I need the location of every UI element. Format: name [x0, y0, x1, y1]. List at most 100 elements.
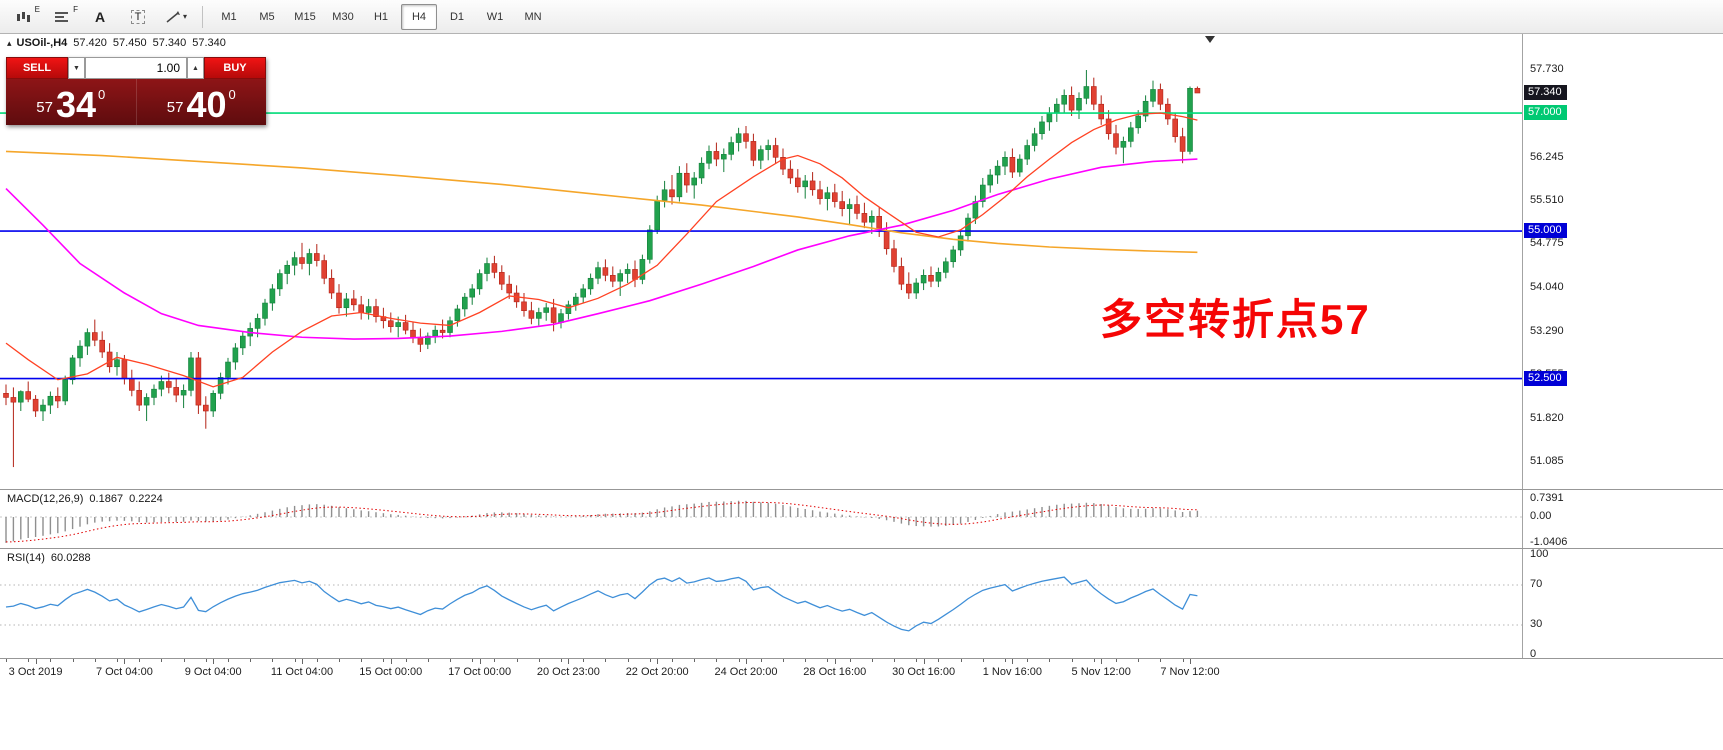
time-minor-tick: [361, 659, 363, 662]
time-label-3-Oct-2019: 3 Oct 2019: [8, 666, 63, 678]
ohlc-open: 57.420: [73, 37, 107, 49]
time-major-tick: [746, 659, 747, 664]
ohlc-close: 57.340: [192, 37, 226, 49]
collapse-arrow-icon[interactable]: ▴: [7, 38, 12, 48]
rsi-canvas[interactable]: [0, 549, 1522, 658]
time-minor-tick: [72, 659, 74, 662]
time-label-30-Oct-16:00: 30 Oct 16:00: [892, 666, 956, 678]
time-minor-tick: [627, 659, 629, 662]
rsi-panel-row: RSI(14) 60.0288 100 70 30 0: [0, 548, 1723, 660]
text-tool-label: A: [94, 8, 106, 25]
macd-tick-0.7391: 0.7391: [1530, 491, 1564, 504]
buy-button[interactable]: BUY: [204, 57, 266, 79]
time-minor-tick: [1116, 659, 1117, 662]
macd-tick-0.00: 0.00: [1530, 510, 1552, 522]
time-label-22-Oct-20:00: 22 Oct 20:00: [625, 666, 689, 678]
time-minor-tick: [738, 659, 740, 662]
timeframe-M15[interactable]: M15: [294, 10, 316, 23]
price-tag-57.340: 57.340: [1524, 85, 1567, 100]
macd-header: MACD(12,26,9) 0.1867 0.2224: [7, 493, 163, 505]
price-tag-52.500: 52.500: [1524, 370, 1567, 386]
macd-chart-area[interactable]: MACD(12,26,9) 0.1867 0.2224: [0, 490, 1523, 548]
badge-f: F: [73, 4, 78, 14]
time-minor-tick: [871, 659, 873, 662]
time-major-tick: [1101, 659, 1103, 664]
chart-annotation-text[interactable]: 多空转折点57: [1100, 296, 1371, 343]
rsi-header: RSI(14) 60.0288: [7, 552, 91, 564]
time-minor-tick: [161, 659, 163, 662]
timeframe-M5[interactable]: M5: [259, 10, 275, 23]
time-major-tick: [1190, 659, 1191, 664]
text-a-button[interactable]: A: [82, 4, 118, 30]
time-minor-tick: [205, 659, 207, 662]
sell-button[interactable]: SELL: [6, 57, 68, 79]
order-type-dropdown[interactable]: ▼: [68, 57, 85, 79]
time-minor-tick: [28, 659, 30, 662]
bid-pips: 34: [55, 84, 96, 126]
volume-input[interactable]: [86, 58, 186, 78]
time-minor-tick: [50, 659, 52, 662]
time-axis[interactable]: 3 Oct 2019 7 Oct 04:00 9 Oct 04:00 11 Oct 0…: [0, 659, 1523, 683]
time-minor-tick: [1027, 659, 1029, 662]
rsi-tick-30: 30: [1530, 618, 1543, 630]
levels-f-button[interactable]: F: [44, 4, 80, 30]
macd-canvas[interactable]: [0, 490, 1522, 548]
time-axis-row: 3 Oct 2019 7 Oct 04:00 9 Oct 04:00 11 Oct 0…: [0, 658, 1723, 683]
time-minor-tick: [694, 659, 696, 662]
time-minor-tick: [982, 659, 984, 662]
timeframe-MN[interactable]: MN: [524, 10, 542, 23]
time-major-tick: [1012, 659, 1014, 664]
macd-signal-value: 0.2224: [129, 493, 163, 505]
time-label-7-Nov-12:00: 7 Nov 12:00: [1160, 666, 1220, 678]
rsi-axis[interactable]: 100 70 30 0: [1523, 548, 1723, 660]
price-axis[interactable]: 57.730 56.245 55.510 54.775 54.040 53.290 52.5…: [1523, 34, 1723, 489]
timeframe-group: M1 M5 M15 M30 H1 H4 D1 W1 MN: [210, 3, 552, 30]
macd-axis[interactable]: 0.7391 0.00 -1.0406: [1523, 490, 1723, 548]
time-minor-tick: [94, 659, 96, 662]
time-major-tick: [390, 659, 392, 664]
price-chart-area[interactable]: ▴ USOil-,H4 57.420 57.450 57.340 57.340 SELL …: [0, 34, 1523, 489]
time-label-28-Oct-16:00: 28 Oct 16:00: [803, 666, 867, 678]
timeframe-M1[interactable]: M1: [221, 10, 237, 23]
time-label-11-Oct-04:00: 11 Oct 04:00: [270, 666, 334, 678]
rsi-chart-area[interactable]: RSI(14) 60.0288: [0, 549, 1523, 658]
time-minor-tick: [339, 659, 340, 662]
time-minor-tick: [894, 659, 895, 662]
time-minor-tick: [6, 659, 7, 662]
timeframe-M30[interactable]: M30: [332, 10, 354, 23]
timeframe-H4[interactable]: H4: [401, 3, 437, 30]
timeframe-D1[interactable]: D1: [449, 10, 465, 23]
time-minor-tick: [672, 659, 673, 662]
rsi-tick-70: 70: [1530, 578, 1543, 590]
chevron-down-icon: ▾: [182, 12, 187, 21]
time-minor-tick: [250, 659, 252, 662]
time-minor-tick: [783, 659, 784, 662]
volume-up-button[interactable]: ▲: [187, 57, 204, 79]
drawing-tools-button[interactable]: ▾: [158, 4, 194, 30]
time-label-17-Oct-00:00: 17 Oct 00:00: [448, 666, 512, 678]
textbox-t-button[interactable]: T: [120, 4, 156, 30]
macd-label: MACD(12,26,9): [7, 493, 84, 505]
main-chart-row: ▴ USOil-,H4 57.420 57.450 57.340 57.340 SELL …: [0, 34, 1723, 489]
bid-ask-display: 57 34 0 57 40 0: [6, 79, 266, 125]
ohlc-low: 57.340: [152, 37, 187, 49]
indicator-e-button[interactable]: E: [6, 4, 42, 30]
ask-price[interactable]: 57 40 0: [135, 79, 267, 125]
time-major-tick: [834, 659, 836, 664]
one-click-trade-panel: SELL ▼ ▲ BUY 57 34 0 57 40 0: [6, 57, 266, 125]
time-minor-tick: [1071, 659, 1073, 662]
chart-shift-marker: [1205, 36, 1215, 43]
time-minor-tick: [294, 659, 296, 662]
price-tick-54.040: 54.040: [1530, 280, 1564, 293]
candlestick-canvas[interactable]: [0, 34, 1522, 489]
time-major-tick: [568, 659, 570, 664]
time-minor-tick: [516, 659, 518, 662]
bid-price[interactable]: 57 34 0: [6, 79, 136, 125]
timeframe-W1[interactable]: W1: [486, 10, 504, 23]
time-minor-tick: [405, 659, 407, 662]
time-minor-tick: [472, 659, 474, 662]
macd-panel-row: MACD(12,26,9) 0.1867 0.2224 0.7391 0.00 -1.0…: [0, 489, 1723, 548]
time-minor-tick: [716, 659, 718, 662]
timeframe-H1[interactable]: H1: [373, 10, 389, 23]
time-minor-tick: [1160, 659, 1162, 662]
